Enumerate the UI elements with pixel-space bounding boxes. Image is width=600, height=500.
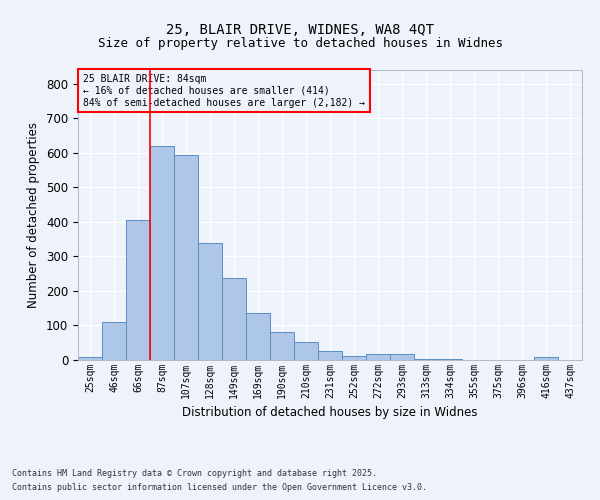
- Bar: [294, 342, 318, 360]
- Bar: [390, 354, 414, 360]
- Text: 25 BLAIR DRIVE: 84sqm
← 16% of detached houses are smaller (414)
84% of semi-det: 25 BLAIR DRIVE: 84sqm ← 16% of detached …: [83, 74, 365, 108]
- Bar: [102, 322, 126, 360]
- Bar: [414, 358, 438, 360]
- Bar: [78, 357, 102, 360]
- Text: 25, BLAIR DRIVE, WIDNES, WA8 4QT: 25, BLAIR DRIVE, WIDNES, WA8 4QT: [166, 22, 434, 36]
- Bar: [174, 154, 198, 360]
- Bar: [270, 332, 294, 360]
- Bar: [534, 357, 558, 360]
- Bar: [342, 356, 366, 360]
- Bar: [150, 146, 174, 360]
- Text: Contains HM Land Registry data © Crown copyright and database right 2025.: Contains HM Land Registry data © Crown c…: [12, 468, 377, 477]
- Y-axis label: Number of detached properties: Number of detached properties: [28, 122, 40, 308]
- Bar: [366, 354, 390, 360]
- Text: Size of property relative to detached houses in Widnes: Size of property relative to detached ho…: [97, 38, 503, 51]
- Bar: [198, 244, 222, 360]
- Bar: [246, 314, 270, 360]
- X-axis label: Distribution of detached houses by size in Widnes: Distribution of detached houses by size …: [182, 406, 478, 420]
- Bar: [222, 278, 246, 360]
- Bar: [126, 220, 150, 360]
- Bar: [318, 352, 342, 360]
- Text: Contains public sector information licensed under the Open Government Licence v3: Contains public sector information licen…: [12, 484, 427, 492]
